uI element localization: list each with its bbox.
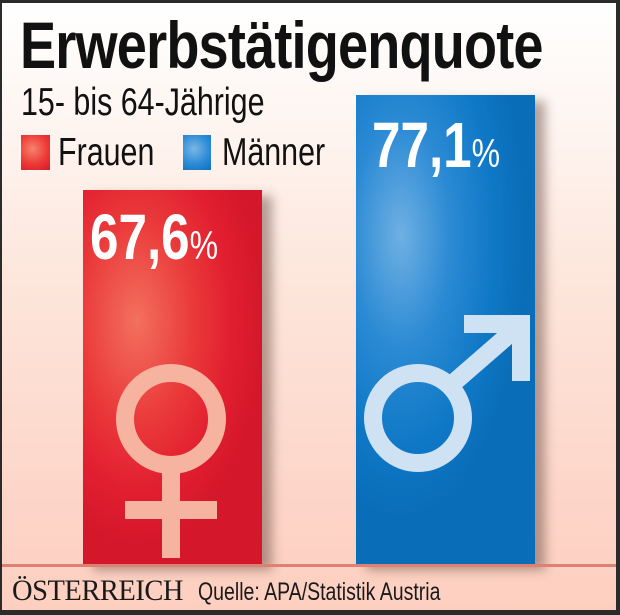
legend-label-maenner: Männer bbox=[222, 131, 326, 174]
male-symbol-icon bbox=[364, 315, 530, 472]
baseline-rule bbox=[2, 564, 616, 567]
publisher-logo: ÖSTERREICH bbox=[12, 574, 184, 607]
bar-maenner: 77,1% bbox=[356, 95, 535, 564]
legend-swatch-frauen bbox=[21, 135, 50, 170]
female-symbol-icon bbox=[116, 364, 226, 558]
source-note: Quelle: APA/Statistik Austria bbox=[198, 578, 441, 606]
legend-swatch-maenner bbox=[183, 135, 211, 170]
legend-label-frauen: Frauen bbox=[58, 131, 155, 174]
chart-subtitle: 15- bis 64-Jährige bbox=[21, 81, 265, 124]
bar-value-unit: % bbox=[471, 132, 501, 176]
infographic-frame: Erwerbstätigenquote 15- bis 64-Jährige F… bbox=[2, 3, 616, 610]
bar-frauen: 67,6% bbox=[83, 190, 262, 564]
bar-value-frauen: 67,6% bbox=[90, 205, 218, 278]
bar-value-maenner: 77,1% bbox=[372, 113, 500, 186]
bar-value-number: 67,6 bbox=[90, 201, 190, 273]
bar-value-number: 77,1 bbox=[372, 109, 472, 181]
chart-title: Erwerbstätigenquote bbox=[20, 8, 544, 82]
bar-value-unit: % bbox=[189, 224, 219, 268]
